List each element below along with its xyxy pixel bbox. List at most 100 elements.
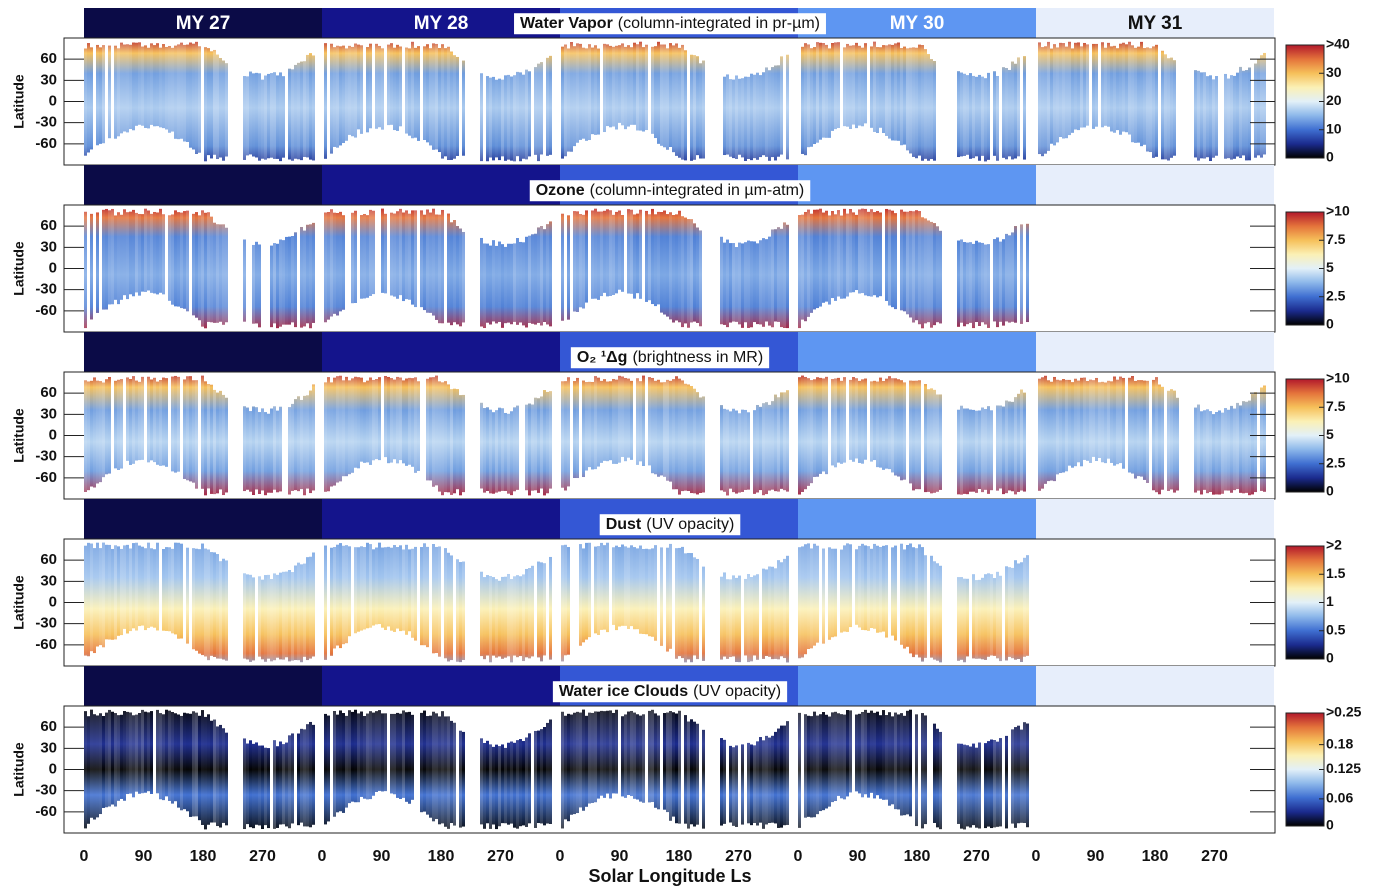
swath-column [1014, 397, 1017, 495]
swath-column [219, 390, 222, 490]
colorbar-tick-label: 1 [1326, 593, 1334, 609]
swath-column [624, 377, 627, 462]
swath-column [735, 247, 738, 322]
swath-column [804, 544, 807, 655]
swath-column [177, 376, 180, 472]
swath-column [450, 720, 453, 824]
swath-column [687, 721, 690, 829]
swath-column [735, 577, 738, 663]
swath-column [102, 209, 105, 310]
swath-column [903, 382, 906, 480]
swath-column [1254, 63, 1257, 158]
swath-column [495, 410, 498, 493]
swath-column [192, 548, 195, 650]
swath-column [867, 211, 870, 297]
swath-column [255, 241, 258, 324]
swath-column [609, 210, 612, 296]
swath-column [933, 223, 936, 326]
swath-column [498, 407, 501, 492]
swath-column [192, 711, 195, 817]
swath-column [606, 209, 609, 297]
swath-column [597, 211, 600, 300]
swath-column [507, 413, 510, 494]
swath-column [930, 555, 933, 658]
swath-column [873, 41, 876, 132]
swath-column [576, 43, 579, 143]
swath-column [132, 543, 135, 629]
title-rest: (UV opacity) [693, 683, 781, 700]
swath-column [756, 72, 759, 160]
swath-column [159, 208, 162, 293]
swath-column [900, 209, 903, 311]
swath-column [1218, 410, 1221, 495]
swath-column [561, 46, 564, 159]
swath-column [183, 211, 186, 309]
swath-column [1086, 44, 1089, 126]
swath-column [195, 380, 198, 489]
swath-column [915, 47, 918, 159]
swath-column [327, 211, 330, 320]
swath-column [768, 70, 771, 161]
swath-column [501, 576, 504, 659]
swath-column [1116, 48, 1119, 131]
y-tick-label: 30 [40, 238, 57, 255]
swath-column [96, 715, 99, 818]
swath-column [918, 380, 921, 490]
swath-column [1026, 555, 1029, 656]
swath-column [699, 63, 702, 159]
swath-column [330, 382, 333, 487]
swath-column [390, 43, 393, 125]
swath-column [804, 376, 807, 490]
swath-column [1107, 42, 1110, 127]
swath-column [117, 48, 120, 137]
swath-column [1209, 75, 1212, 162]
title-bold: Ozone [536, 182, 585, 199]
swath-column [387, 546, 390, 627]
swath-column [153, 377, 156, 463]
swath-column [123, 44, 126, 132]
x-tick-label: 180 [666, 848, 693, 865]
swath-column [852, 212, 855, 293]
swath-column [282, 744, 285, 825]
swath-column [567, 48, 570, 152]
swath-column [678, 378, 681, 495]
swath-column [936, 226, 939, 323]
swath-column [591, 47, 594, 135]
swath-column [738, 78, 741, 155]
swath-column [639, 545, 642, 634]
swath-column [1140, 380, 1143, 477]
swath-column [1107, 380, 1110, 459]
swath-column [579, 712, 582, 808]
swath-column [1053, 376, 1056, 482]
swath-column [885, 545, 888, 638]
swath-column [213, 552, 216, 657]
y-tick-label: 30 [40, 405, 57, 422]
swath-column [702, 60, 705, 159]
swath-column [282, 571, 285, 660]
swath-column [495, 744, 498, 830]
swath-column [342, 215, 345, 310]
swath-column [930, 59, 933, 160]
swath-column [111, 548, 114, 640]
swath-column [180, 212, 183, 309]
swath-column [258, 576, 261, 657]
swath-column [882, 710, 885, 800]
swath-column [483, 577, 486, 660]
swath-column [681, 546, 684, 659]
swath-column [627, 378, 630, 458]
swath-column [372, 210, 375, 295]
swath-column [489, 575, 492, 663]
swath-column [105, 379, 108, 475]
swath-column [618, 375, 621, 463]
swath-column [363, 715, 366, 799]
swath-column [774, 394, 777, 492]
swath-column [306, 557, 309, 661]
year-band [798, 165, 1036, 205]
swath-column [339, 543, 342, 649]
swath-column [246, 743, 249, 825]
swath-column [879, 377, 882, 468]
colorbar-tick-label: 7.5 [1326, 231, 1346, 247]
swath-column [507, 742, 510, 825]
swath-column [1017, 725, 1020, 824]
